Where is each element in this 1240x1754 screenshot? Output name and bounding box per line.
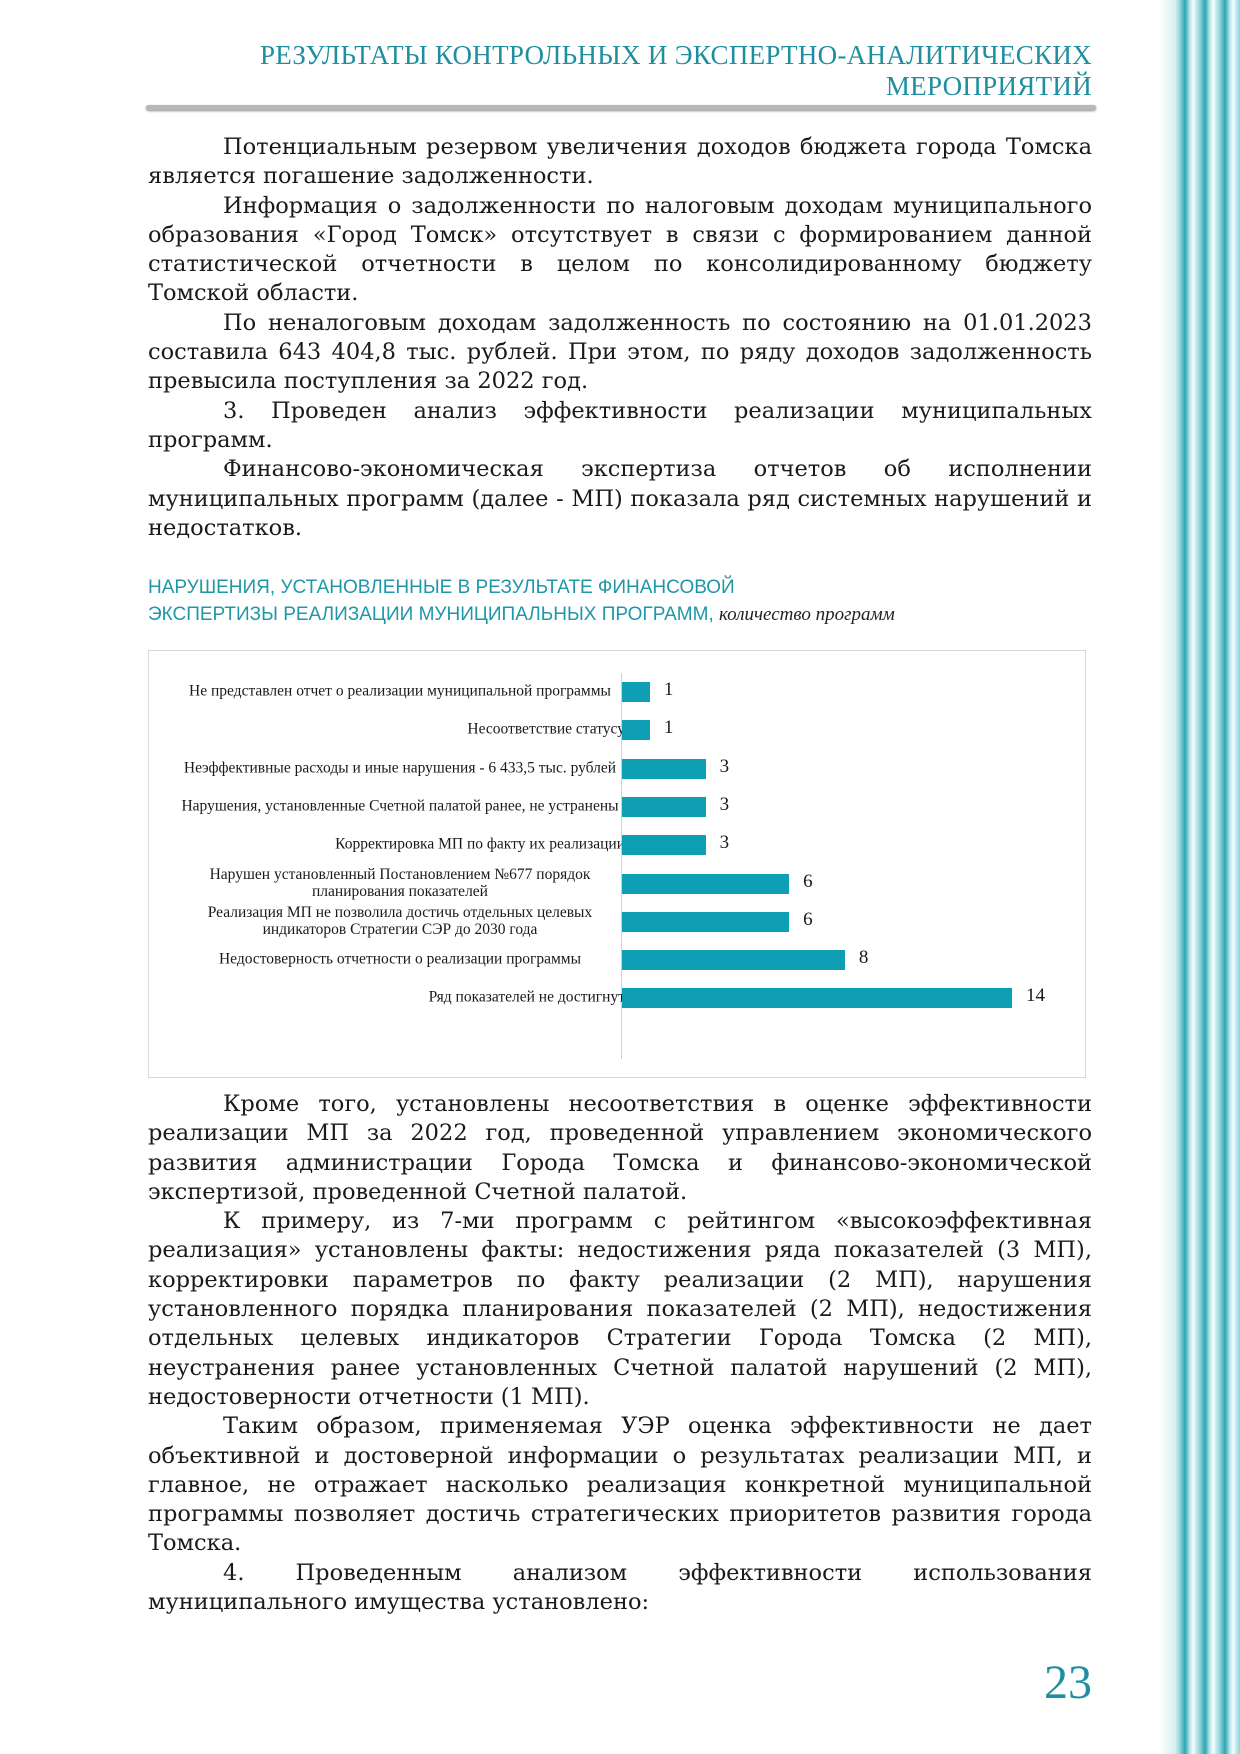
axis-line — [621, 673, 622, 1059]
paragraph: По неналоговым доходам задолженность по … — [148, 309, 1092, 395]
category-label: Нарушен установленный Постановлением №67… — [209, 865, 591, 900]
category-label: Реализация МП не позволила достичь отдел… — [207, 903, 593, 938]
bar — [622, 720, 650, 741]
value-label: 1 — [663, 717, 674, 739]
paragraph: Кроме того, установлены несоответствия в… — [148, 1091, 1092, 1205]
value-label: 6 — [803, 870, 813, 892]
page-number: 23 — [1044, 1656, 1092, 1709]
category-label: Недостоверность отчетности о реализации … — [218, 950, 582, 968]
decor-strip — [1160, 0, 1174, 1754]
category-label: Несоответствие статусу — [467, 720, 625, 738]
bar-row: Реализация МП не позволила достичь отдел… — [149, 901, 1085, 941]
category-label: Неэффективные расходы и иные нарушения -… — [183, 759, 617, 777]
paragraph: Потенциальным резервом увеличения доходо… — [148, 134, 1092, 190]
text-block: Кроме того, установлены несоответствия в… — [148, 1090, 1092, 1617]
bar-row: Нарушения, установленные Счетной палатой… — [149, 786, 1085, 826]
paragraph: 4. Проведенным анализом эффективности ис… — [148, 1559, 1092, 1616]
paragraph: Таким образом, применяемая УЭР оценка эф… — [148, 1413, 1092, 1557]
chart-title-text: ЭКСПЕРТИЗЫ РЕАЛИЗАЦИИ МУНИЦИПАЛЬНЫХ ПРОГ… — [148, 604, 714, 625]
bar-row: Нарушен установленный Постановлением №67… — [149, 863, 1085, 903]
header-rule — [146, 105, 1096, 110]
bar — [622, 682, 650, 702]
bar — [622, 911, 790, 932]
value-label: 14 — [1026, 985, 1045, 1007]
paragraph: Информация о задолженности по налоговым … — [148, 192, 1092, 307]
value-label: 8 — [858, 947, 869, 969]
value-label: 3 — [719, 793, 730, 815]
chart-title: НАРУШЕНИЯ, УСТАНОВЛЕННЫЕ В РЕЗУЛЬТАТЕ ФИ… — [148, 574, 895, 628]
bar-row: Неэффективные расходы и иные нарушения -… — [149, 748, 1085, 788]
bar — [622, 758, 706, 779]
bar-row: Ряд показателей не достигнут 14 — [149, 977, 1085, 1017]
header-line: МЕРОПРИЯТИЙ — [885, 71, 1092, 101]
bar-row: Корректировка МП по факту их реализации 3 — [149, 824, 1085, 864]
category-label: Не представлен отчет о реализации муници… — [189, 682, 611, 700]
category-label: Ряд показателей не достигнут — [428, 988, 625, 1006]
category-label: Нарушения, установленные Счетной палатой… — [181, 797, 619, 815]
paragraph: Финансово-экономическая экспертиза отчет… — [148, 456, 1092, 541]
value-label: 1 — [663, 679, 674, 700]
value-label: 3 — [719, 755, 730, 777]
header-line: РЕЗУЛЬТАТЫ КОНТРОЛЬНЫХ И ЭКСПЕРТНО-АНАЛИ… — [259, 40, 1092, 70]
bar — [622, 950, 845, 971]
text-block: Потенциальным резервом увеличения доходо… — [148, 133, 1092, 543]
paragraph: 3. Проведен анализ эффективности реализа… — [148, 397, 1092, 453]
chart: Не представлен отчет о реализации муници… — [148, 650, 1086, 1078]
bar — [622, 835, 706, 856]
header: РЕЗУЛЬТАТЫ КОНТРОЛЬНЫХ И ЭКСПЕРТНО-АНАЛИ… — [148, 40, 1092, 102]
decor-strip — [1174, 0, 1240, 1754]
bar-row: Несоответствие статусу 1 — [149, 709, 1085, 749]
paragraph: К примеру, из 7-ми программ с рейтингом … — [148, 1208, 1092, 1410]
category-label: Корректировка МП по факту их реализации — [335, 835, 625, 853]
chart-title-line: ЭКСПЕРТИЗЫ РЕАЛИЗАЦИИ МУНИЦИПАЛЬНЫХ ПРОГ… — [148, 601, 895, 628]
bar-row: Недостоверность отчетности о реализации … — [149, 939, 1085, 979]
bar-row: Не представлен отчет о реализации муници… — [149, 671, 1085, 711]
chart-subtitle: количество программ — [719, 604, 895, 625]
bar — [622, 796, 706, 817]
bar — [622, 988, 1012, 1009]
value-label: 6 — [803, 908, 813, 930]
value-label: 3 — [719, 832, 730, 854]
chart-title-line: НАРУШЕНИЯ, УСТАНОВЛЕННЫЕ В РЕЗУЛЬТАТЕ ФИ… — [148, 577, 735, 598]
bar — [622, 873, 790, 894]
